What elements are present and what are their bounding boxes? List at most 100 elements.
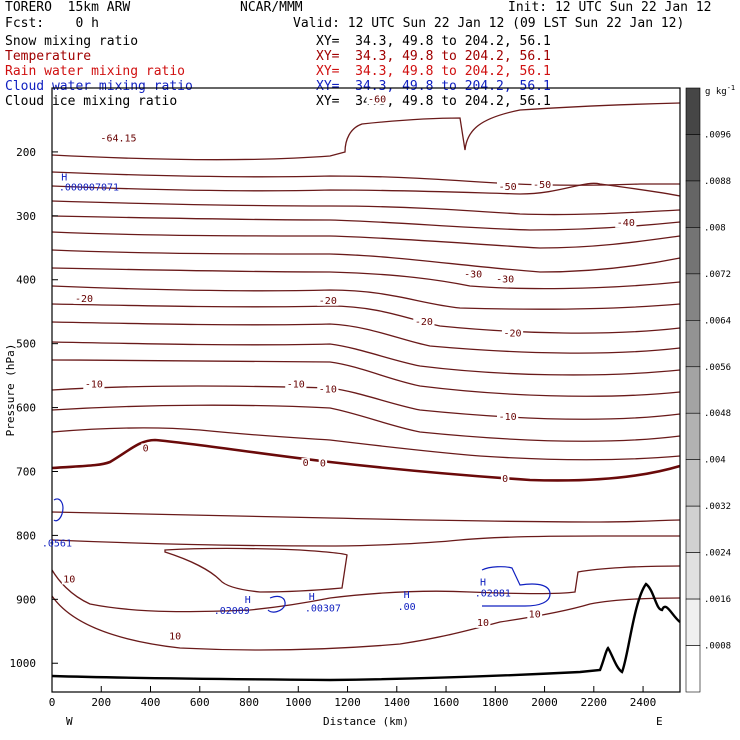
colorbar-swatch [685,180,701,228]
temperature-label-bg [83,379,105,390]
temperature-contour-label: 10 [63,574,75,585]
temperature-contour-label: -50 [533,180,551,191]
field-xy-cloud-water: XY= 34.3, 49.8 to 204.2, 56.1 [316,79,551,94]
temperature-label-bg [141,443,150,454]
temperature-contour-label: 0 [502,474,508,485]
y-tick-label: 1000 [10,657,37,670]
field-xy-temperature: XY= 34.3, 49.8 to 204.2, 56.1 [316,49,551,64]
plot-frame [51,87,681,693]
x-tick-label: 1000 [285,696,312,709]
colorbar-swatch [685,412,701,460]
temperature-label-bg [501,328,524,339]
temperature-contour-label: -10 [499,412,517,423]
x-axis-label: Distance (km) [323,715,409,728]
temperature-contour-label: 10 [477,618,489,629]
temperature-label-bg [366,94,388,105]
temperature-label-bg [497,181,519,192]
y-tick-label: 400 [16,274,36,287]
x-tick-label: 1600 [433,696,460,709]
colorbar-tick-label: .0008 [704,642,731,652]
cloud-water-label: .02009 [214,606,250,617]
cloud-water-label: .0561 [42,539,72,550]
colorbar-tick-label: .0072 [704,270,731,280]
y-tick-label: 200 [16,146,36,159]
temperature-label-bg [497,412,519,423]
temperature-labels: -64.15 -60 -50 -50 -40 -30 -30 -20 -20 -20 -20 -10 -… [61,94,637,642]
cloud-water-contours [53,498,551,613]
temperature-contour-label: 0 [320,459,326,470]
temperature-label-bg [167,631,183,642]
temperature-contour-label: 0 [303,458,309,469]
cloud-water-label: .02881 [475,589,511,600]
colorbar-tick-label: .0056 [704,363,731,373]
y-axis: 200 300 400 500 600 700 800 900 1000 [10,146,58,670]
cloud-water-label: .00307 [305,603,341,614]
temperature-label-bg [317,295,339,306]
colorbar-swatch [685,645,701,693]
temperature-label-bg [475,617,491,628]
temperature-contour-label: -40 [617,218,635,229]
temperature-contour-label: -64.15 [100,133,136,144]
temperature-label-bg [73,293,95,304]
y-axis-label: Pressure (hPa) [4,344,17,437]
x-tick-label: 2000 [531,696,558,709]
valid-time: Valid: 12 UTC Sun 22 Jan 12 (09 LST Sun … [293,16,685,31]
y-tick-label: 300 [16,210,36,223]
temperature-contour-label: 0 [143,443,149,454]
model-title: TORERO 15km ARW [5,0,131,15]
cloud-water-label: H [404,590,410,601]
center-name: NCAR/MMM [240,0,303,15]
colorbar-tick-label: .0088 [704,177,731,187]
y-tick-label: 900 [16,593,36,606]
colorbar-unit: g kg-1 [705,84,735,97]
cloud-water-label: .000007071 [59,183,119,194]
colorbar-tick-label: .0032 [704,502,731,512]
temperature-label-bg [61,574,77,585]
y-tick-label: 500 [16,338,36,351]
cloud-water-label: H [245,595,251,606]
temperature-contour-label: -10 [287,379,305,390]
cloud-water-labels: H.000007071.0561H.02009H.00307H.00H.0288… [42,172,511,616]
temperature-label-bg [531,180,553,191]
colorbar-tick-label: .0096 [704,130,731,140]
cloud-water-label: H [480,578,486,589]
temperature-label-bg [494,274,516,285]
colorbar-swatch [685,134,701,182]
field-xy-snow: XY= 34.3, 49.8 to 204.2, 56.1 [316,34,551,49]
x-tick-label: 1800 [482,696,509,709]
temperature-label-bg [98,133,139,144]
x-tick-label: 0 [49,696,56,709]
temperature-label-bg [462,269,484,280]
init-time: Init: 12 UTC Sun 22 Jan 12 [508,0,712,15]
y-tick-label: 600 [16,402,36,415]
temperature-label-bg [318,458,328,469]
temperature-label-bg [413,316,435,327]
field-name-temperature: Temperature [5,49,92,64]
colorbar-tick-label: .0048 [704,409,731,419]
colorbar-swatch [685,505,701,553]
cloud-water-label: H [309,592,315,603]
temperature-contour-label: -10 [319,385,337,396]
temperature-label-bg [500,474,510,485]
forecast-hour: Fcst: 0 h [5,16,99,31]
temperature-contour-label: -20 [319,296,337,307]
field-xy-rain: XY= 34.3, 49.8 to 204.2, 56.1 [316,64,551,79]
terrain [51,582,681,682]
colorbar-swatch [685,227,701,275]
colorbar-tick-label: .004 [704,456,726,466]
x-axis: 0 200 400 600 800 1000 1200 1400 1600 1800 2000 220… [49,686,657,709]
colorbar: .0096 .0088 .008 .0072 .0064 .0056 .0048 .004 .0… [685,87,731,693]
x-tick-label: 800 [239,696,259,709]
temperature-contour-label: -20 [504,328,522,339]
colorbar-swatch [685,366,701,414]
temperature-contour-label: 10 [169,631,181,642]
y-tick-label: 700 [16,465,36,478]
x-tick-label: 2400 [630,696,657,709]
temperature-contour-label: -60 [368,94,386,105]
x-tick-label: 400 [141,696,161,709]
colorbar-unit-exp: -1 [727,84,735,92]
x-tick-label: 1400 [384,696,411,709]
temperature-label-bg [527,609,543,620]
cloud-water-label: .00 [398,602,416,613]
